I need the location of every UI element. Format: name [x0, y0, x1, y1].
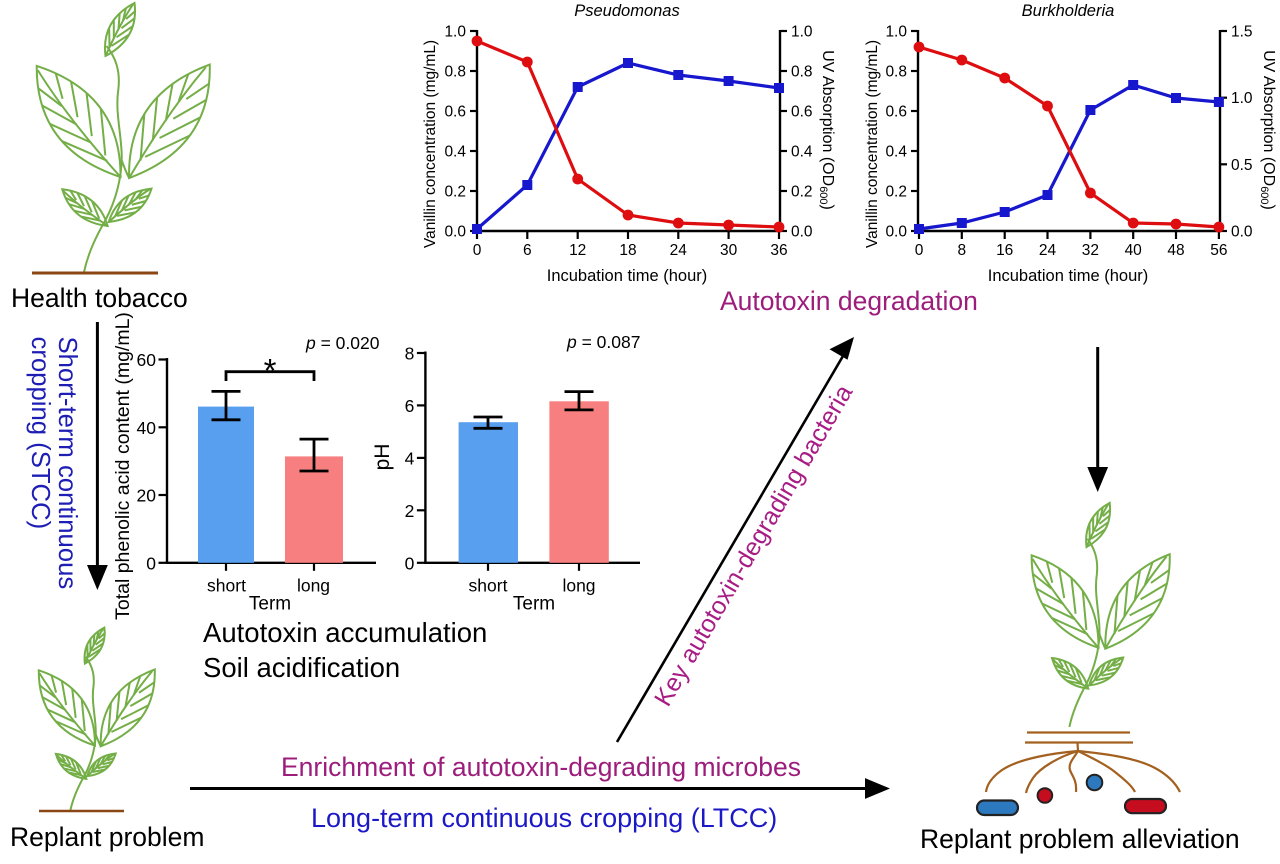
svg-text:Vanillin concentration (mg/mL): Vanillin concentration (mg/mL): [864, 40, 881, 248]
svg-text:Pseudomonas: Pseudomonas: [574, 2, 680, 20]
svg-text:Long-term continuous cropping: Long-term continuous cropping (LTCC): [311, 803, 777, 833]
svg-text:Incubation time (hour): Incubation time (hour): [547, 267, 708, 285]
svg-text:p = 0.020: p = 0.020: [305, 333, 380, 353]
svg-text:1.0: 1.0: [791, 24, 813, 41]
svg-text:Autotoxin accumulation: Autotoxin accumulation: [203, 617, 487, 648]
svg-text:Term: Term: [513, 594, 555, 615]
svg-text:*: *: [264, 352, 277, 389]
svg-text:6: 6: [405, 396, 415, 416]
svg-text:Incubation time (hour): Incubation time (hour): [988, 267, 1149, 285]
svg-text:2: 2: [405, 501, 415, 521]
svg-text:long: long: [562, 576, 595, 596]
svg-text:4: 4: [405, 448, 415, 468]
svg-text:Replant problem alleviation: Replant problem alleviation: [920, 824, 1240, 854]
svg-text:1.0: 1.0: [885, 24, 907, 41]
svg-text:long: long: [297, 576, 330, 596]
svg-text:0.4: 0.4: [885, 144, 907, 161]
svg-text:0.2: 0.2: [885, 184, 907, 201]
svg-text:60: 60: [137, 350, 157, 370]
svg-text:1.5: 1.5: [1231, 24, 1253, 41]
svg-text:0.6: 0.6: [791, 104, 813, 121]
svg-text:Enrichment of autotoxin-degrad: Enrichment of autotoxin-degrading microb…: [281, 752, 801, 782]
svg-text:Replant problem: Replant problem: [10, 822, 204, 852]
svg-text:18: 18: [619, 242, 636, 259]
svg-text:0: 0: [146, 553, 156, 573]
svg-text:56: 56: [1210, 242, 1227, 259]
svg-text:Short-term continuouscropping: Short-term continuouscropping (STCC): [26, 337, 81, 590]
svg-text:Soil acidification: Soil acidification: [203, 652, 400, 683]
svg-text:1.0: 1.0: [444, 24, 466, 41]
svg-text:30: 30: [720, 242, 738, 259]
svg-text:0.0: 0.0: [885, 224, 907, 241]
svg-text:0.6: 0.6: [885, 104, 907, 121]
svg-text:0: 0: [405, 553, 415, 573]
svg-text:Total phenolic acid content (m: Total phenolic acid content (mg/mL): [112, 312, 134, 620]
svg-text:24: 24: [670, 242, 688, 259]
svg-text:0.8: 0.8: [885, 64, 907, 81]
svg-text:short: short: [469, 576, 508, 596]
svg-text:0.0: 0.0: [791, 224, 813, 241]
svg-text:8: 8: [405, 344, 415, 364]
svg-text:8: 8: [957, 242, 966, 259]
svg-text:40: 40: [1125, 242, 1143, 259]
svg-text:0.8: 0.8: [791, 64, 813, 81]
svg-text:pH: pH: [371, 444, 394, 471]
svg-text:UV Absorption (OD600): UV Absorption (OD600): [1258, 50, 1277, 210]
svg-text:Autotoxin degradation: Autotoxin degradation: [720, 286, 978, 316]
svg-text:16: 16: [996, 242, 1013, 259]
svg-text:0.2: 0.2: [444, 184, 466, 201]
svg-text:36: 36: [770, 242, 787, 259]
svg-text:UV Absorption (OD600): UV Absorption (OD600): [817, 50, 836, 210]
svg-text:Health tobacco: Health tobacco: [11, 283, 188, 313]
svg-text:0.6: 0.6: [444, 104, 466, 121]
svg-text:0.0: 0.0: [1231, 224, 1253, 241]
svg-text:24: 24: [1039, 242, 1057, 259]
svg-text:p = 0.087: p = 0.087: [566, 332, 640, 352]
svg-text:Term: Term: [249, 594, 291, 615]
svg-text:0.2: 0.2: [791, 184, 813, 201]
svg-text:6: 6: [523, 242, 532, 259]
svg-text:Vanillin concentration (mg/mL): Vanillin concentration (mg/mL): [422, 40, 439, 248]
svg-text:0.0: 0.0: [444, 224, 466, 241]
svg-text:20: 20: [137, 486, 157, 506]
svg-text:1.0: 1.0: [1231, 90, 1253, 107]
svg-text:0.4: 0.4: [444, 144, 466, 161]
svg-text:12: 12: [569, 242, 586, 259]
svg-text:Burkholderia: Burkholderia: [1022, 2, 1115, 20]
svg-text:short: short: [207, 576, 246, 596]
svg-text:32: 32: [1082, 242, 1099, 259]
svg-text:0: 0: [473, 242, 482, 259]
svg-text:0.5: 0.5: [1231, 157, 1253, 174]
svg-text:0: 0: [915, 242, 924, 259]
svg-text:0.8: 0.8: [444, 64, 466, 81]
svg-text:48: 48: [1167, 242, 1184, 259]
svg-text:40: 40: [137, 418, 157, 438]
svg-text:0.4: 0.4: [791, 144, 813, 161]
